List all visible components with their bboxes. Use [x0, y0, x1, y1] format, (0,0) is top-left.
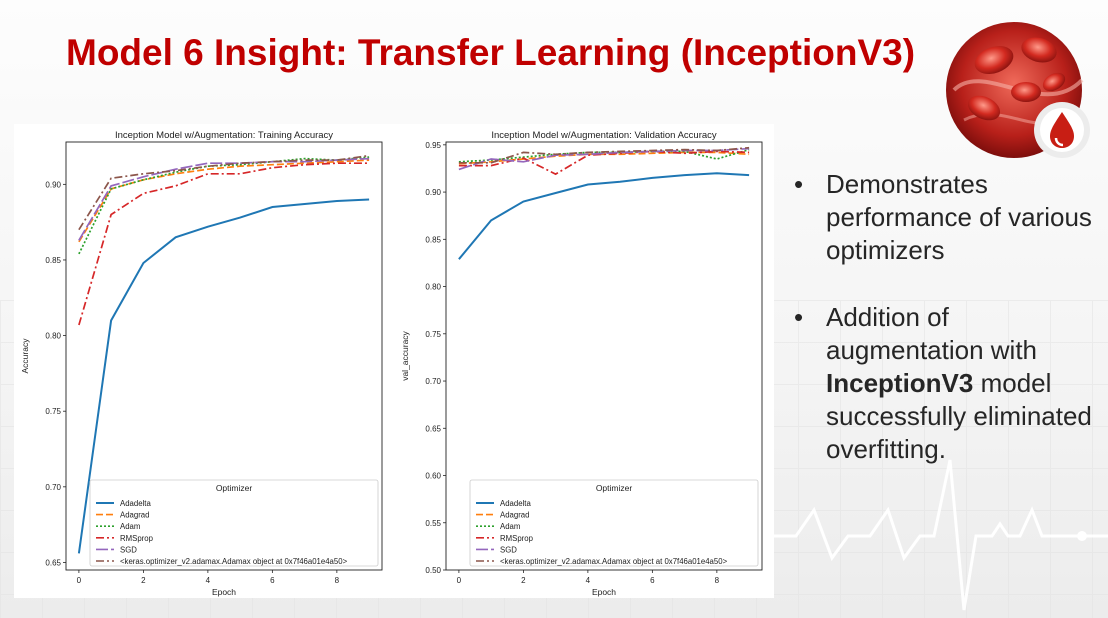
legend-box: [469, 479, 759, 567]
heartbeat-line: [770, 459, 1108, 611]
x-tick-label: 6: [270, 576, 275, 585]
y-tick-label: 0.90: [45, 180, 61, 189]
series-line: [78, 162, 370, 326]
chart-panel: Inception Model w/Augmentation: Training…: [14, 124, 774, 598]
series-line: [458, 150, 750, 176]
legend-label: Adagrad: [500, 511, 529, 520]
blood-drop-icon: [1050, 112, 1074, 148]
legend-label: Adadelta: [120, 499, 151, 508]
series-line: [458, 151, 750, 165]
series-line: [78, 157, 370, 241]
legend-title: Optimizer: [216, 483, 253, 493]
y-tick-label: 0.65: [45, 558, 61, 567]
x-tick-label: 0: [77, 576, 82, 585]
training-accuracy-chart: Inception Model w/Augmentation: Training…: [20, 130, 383, 597]
series-line: [458, 172, 750, 260]
bullet-text-post: model successfully eliminated overfittin…: [826, 368, 1092, 464]
bullet-text-bold: InceptionV3: [826, 368, 974, 398]
legend-label: SGD: [500, 545, 517, 554]
x-axis-label: Epoch: [212, 587, 236, 597]
y-tick-label: 0.70: [425, 377, 441, 386]
y-tick-label: 0.55: [425, 519, 441, 528]
legend-label: Adam: [500, 522, 520, 531]
y-tick-label: 0.85: [45, 256, 61, 265]
legend-label: Adagrad: [120, 511, 149, 520]
chart-title: Inception Model w/Augmentation: Training…: [115, 130, 333, 141]
legend-label: Adadelta: [500, 499, 531, 508]
bullet-dot: •: [794, 302, 804, 332]
y-tick-label: 0.75: [45, 407, 61, 416]
legend-label: RMSprop: [500, 534, 534, 543]
validation-accuracy-chart: Inception Model w/Augmentation: Validati…: [400, 130, 763, 597]
bullet-text-pre: Addition of augmentation with: [826, 302, 1038, 365]
x-tick-label: 8: [335, 576, 340, 585]
x-tick-label: 6: [650, 576, 655, 585]
bullet-list: • Demonstrates performance of various op…: [794, 168, 1094, 500]
series-line: [78, 156, 370, 255]
legend-title: Optimizer: [596, 483, 633, 493]
y-tick-label: 0.90: [425, 188, 441, 197]
x-tick-label: 2: [521, 576, 526, 585]
chart-title: Inception Model w/Augmentation: Validati…: [491, 130, 717, 141]
bullet-text: Demonstrates performance of various opti…: [826, 169, 1092, 265]
legend-label: Adam: [120, 522, 140, 531]
series-line: [458, 146, 750, 164]
bullet-item: • Addition of augmentation with Inceptio…: [794, 301, 1094, 466]
plot-frame: [65, 141, 383, 571]
bullet-dot: •: [794, 169, 804, 199]
legend-label: <keras.optimizer_v2.adamax.Adamax object…: [120, 557, 348, 566]
y-tick-label: 0.50: [425, 566, 441, 575]
series-line: [77, 198, 370, 554]
plot-frame: [445, 141, 763, 571]
y-axis-label: val_accuracy: [400, 330, 410, 380]
y-tick-label: 0.75: [425, 330, 441, 339]
legend-label: RMSprop: [120, 534, 154, 543]
slide-title: Model 6 Insight: Transfer Learning (Ince…: [66, 32, 916, 73]
x-tick-label: 4: [586, 576, 591, 585]
y-tick-label: 0.70: [45, 483, 61, 492]
bullet-item: • Demonstrates performance of various op…: [794, 168, 1094, 267]
x-tick-label: 8: [715, 576, 720, 585]
legend-label: SGD: [120, 545, 137, 554]
x-tick-label: 0: [457, 576, 462, 585]
y-tick-label: 0.85: [425, 235, 441, 244]
legend-label: <keras.optimizer_v2.adamax.Adamax object…: [500, 557, 728, 566]
legend-box: [89, 479, 379, 567]
blood-cells-image: [946, 22, 1090, 158]
x-axis-label: Epoch: [592, 587, 616, 597]
y-tick-label: 0.95: [425, 141, 441, 150]
y-tick-label: 0.60: [425, 472, 441, 481]
y-tick-label: 0.80: [425, 283, 441, 292]
x-tick-label: 2: [141, 576, 146, 585]
x-tick-label: 4: [206, 576, 211, 585]
series-line: [78, 154, 370, 231]
y-tick-label: 0.80: [45, 332, 61, 341]
y-axis-label: Accuracy: [20, 338, 30, 374]
y-tick-label: 0.65: [425, 424, 441, 433]
series-line: [78, 159, 370, 243]
